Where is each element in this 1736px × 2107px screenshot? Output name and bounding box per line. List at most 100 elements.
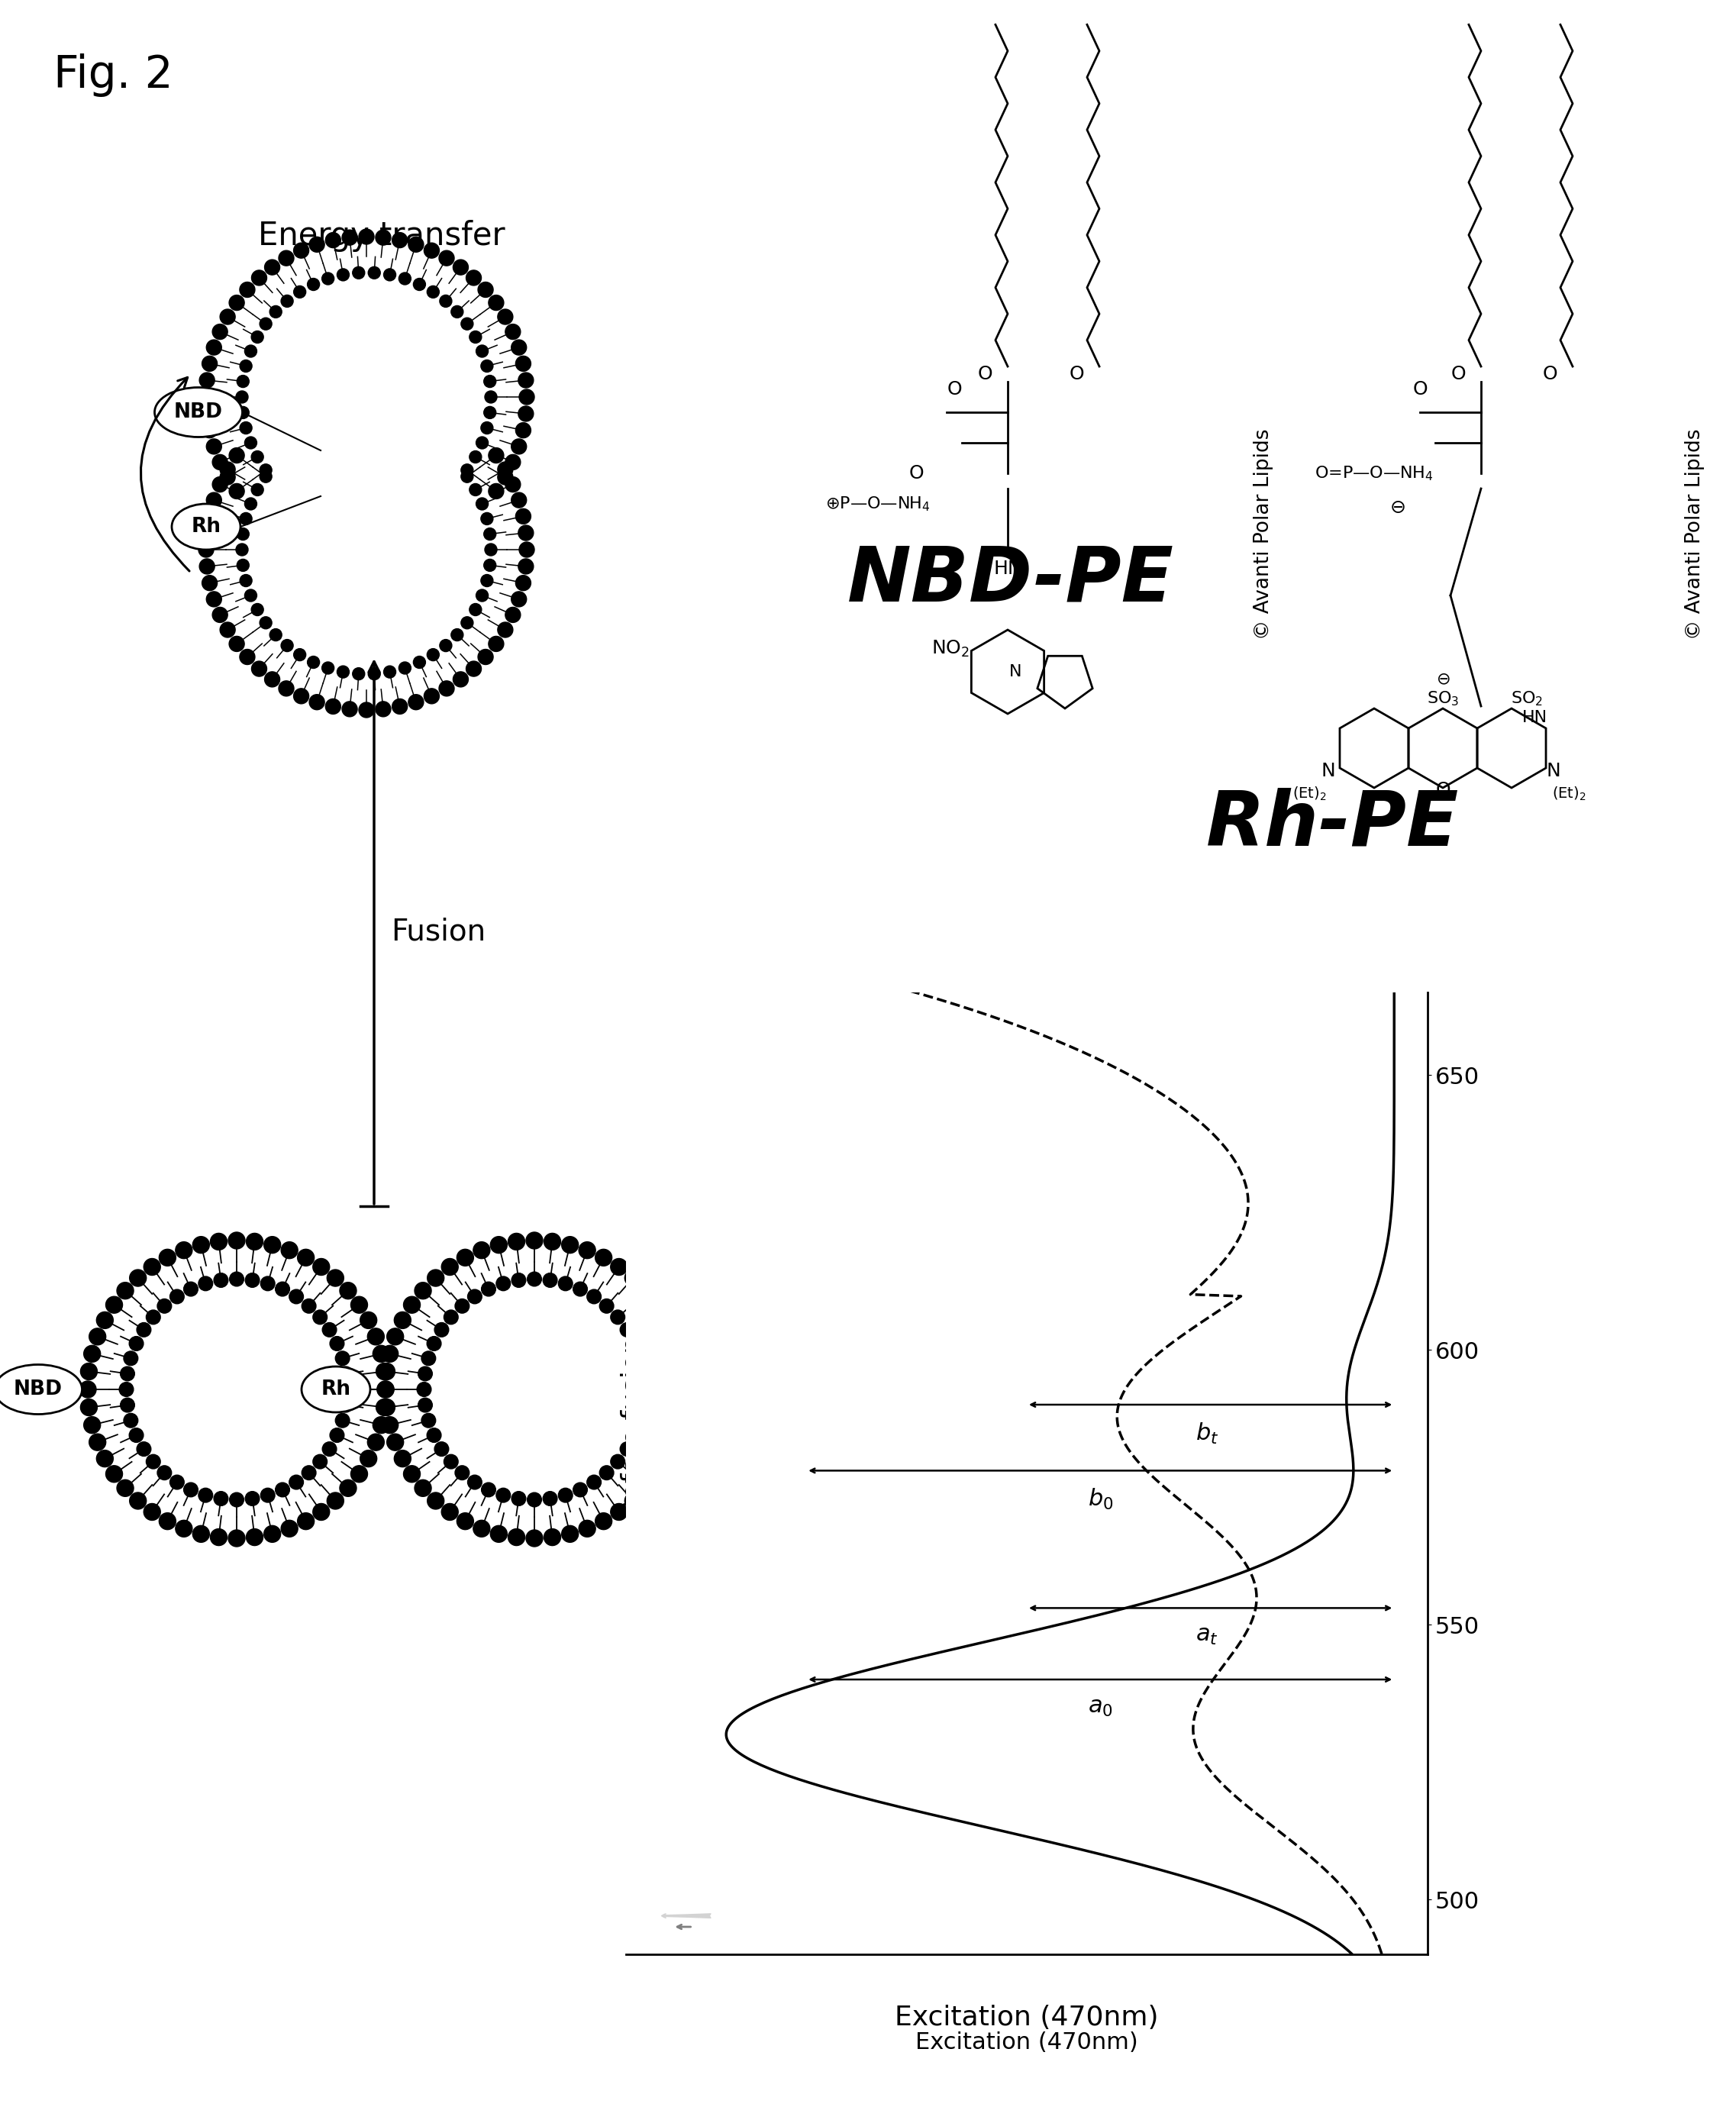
Circle shape: [543, 1530, 561, 1547]
Circle shape: [97, 1313, 113, 1330]
Circle shape: [674, 1363, 691, 1380]
Circle shape: [106, 1296, 123, 1313]
Text: Excitation (470nm): Excitation (470nm): [915, 2031, 1139, 2054]
Circle shape: [505, 324, 521, 339]
Circle shape: [484, 407, 496, 419]
Circle shape: [245, 346, 257, 358]
Circle shape: [312, 1258, 330, 1275]
Text: Rh-PE: Rh-PE: [1207, 788, 1458, 862]
Circle shape: [465, 662, 481, 676]
Circle shape: [240, 575, 252, 586]
Circle shape: [519, 541, 535, 556]
Circle shape: [427, 287, 439, 297]
Circle shape: [392, 232, 408, 249]
Circle shape: [323, 1441, 337, 1456]
Circle shape: [477, 649, 493, 664]
Circle shape: [352, 268, 365, 278]
Circle shape: [670, 1346, 687, 1361]
Text: $\ominus$: $\ominus$: [1389, 499, 1404, 516]
Circle shape: [490, 1237, 507, 1254]
Circle shape: [377, 1380, 394, 1397]
Circle shape: [260, 1488, 274, 1502]
Text: O: O: [908, 464, 924, 483]
Circle shape: [634, 1351, 648, 1365]
Text: After fusion: After fusion: [660, 1348, 684, 1507]
Circle shape: [326, 1271, 344, 1287]
Circle shape: [340, 1382, 354, 1397]
Circle shape: [392, 700, 408, 714]
Circle shape: [512, 592, 526, 607]
Circle shape: [439, 251, 455, 265]
Circle shape: [637, 1397, 651, 1412]
Circle shape: [227, 1233, 245, 1249]
Text: NBD: NBD: [174, 402, 222, 421]
Circle shape: [439, 638, 451, 651]
Circle shape: [481, 1483, 496, 1496]
Circle shape: [290, 1289, 304, 1304]
Circle shape: [611, 1311, 625, 1325]
Circle shape: [200, 558, 215, 573]
Circle shape: [675, 1380, 691, 1397]
Circle shape: [413, 655, 425, 668]
Circle shape: [488, 449, 503, 464]
Text: Rh: Rh: [191, 516, 220, 537]
Circle shape: [83, 1346, 101, 1361]
Text: NO$_2$: NO$_2$: [930, 638, 969, 659]
Circle shape: [340, 1479, 356, 1496]
Circle shape: [337, 666, 349, 678]
Circle shape: [293, 689, 309, 704]
Circle shape: [476, 497, 488, 510]
Circle shape: [240, 512, 252, 525]
Circle shape: [505, 607, 521, 622]
Circle shape: [252, 451, 264, 464]
Circle shape: [80, 1363, 97, 1380]
Text: O: O: [1413, 379, 1427, 398]
Circle shape: [516, 424, 531, 438]
Circle shape: [403, 1466, 420, 1483]
Circle shape: [373, 1346, 389, 1361]
Circle shape: [519, 558, 533, 573]
Circle shape: [625, 1271, 642, 1287]
Circle shape: [252, 485, 264, 495]
Circle shape: [229, 485, 245, 499]
Circle shape: [559, 1277, 573, 1292]
Circle shape: [193, 1237, 210, 1254]
Circle shape: [382, 1346, 398, 1361]
Circle shape: [444, 1454, 458, 1469]
Circle shape: [394, 1450, 411, 1466]
Circle shape: [427, 1271, 444, 1287]
Circle shape: [130, 1492, 146, 1509]
Circle shape: [170, 1475, 184, 1490]
Text: O: O: [1069, 365, 1083, 383]
Circle shape: [453, 672, 469, 687]
Circle shape: [175, 1241, 193, 1258]
Circle shape: [293, 649, 306, 662]
Circle shape: [229, 636, 245, 651]
Circle shape: [481, 360, 493, 373]
Circle shape: [528, 1492, 542, 1507]
Ellipse shape: [0, 1365, 82, 1414]
Circle shape: [116, 1283, 134, 1300]
Circle shape: [481, 421, 493, 434]
Circle shape: [509, 1233, 524, 1249]
Circle shape: [227, 1530, 245, 1547]
Circle shape: [637, 1479, 654, 1496]
Circle shape: [342, 230, 358, 244]
Circle shape: [212, 455, 227, 470]
Circle shape: [281, 1519, 299, 1536]
Circle shape: [620, 1441, 634, 1456]
Circle shape: [207, 493, 222, 508]
Circle shape: [352, 668, 365, 681]
Circle shape: [587, 1475, 601, 1490]
Circle shape: [290, 1475, 304, 1490]
Circle shape: [269, 628, 281, 641]
Circle shape: [620, 1323, 634, 1338]
Circle shape: [245, 590, 257, 603]
Circle shape: [160, 1249, 175, 1266]
Text: $\ominus$: $\ominus$: [1436, 672, 1450, 687]
Circle shape: [417, 1382, 431, 1397]
Text: Excitation (470nm): Excitation (470nm): [896, 2004, 1158, 2031]
Circle shape: [80, 1399, 97, 1416]
Circle shape: [339, 1397, 352, 1412]
Circle shape: [128, 1336, 144, 1351]
